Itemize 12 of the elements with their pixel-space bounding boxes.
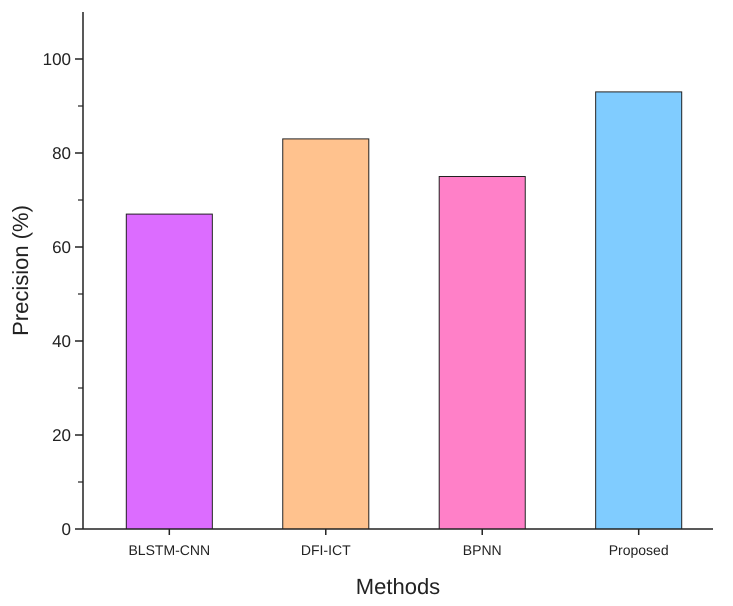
x-tick-label: BLSTM-CNN bbox=[128, 542, 210, 558]
y-tick-label: 60 bbox=[52, 238, 71, 257]
y-tick-label: 20 bbox=[52, 426, 71, 445]
y-axis-title: Precision (%) bbox=[8, 205, 33, 336]
x-tick-label: DFI-ICT bbox=[300, 542, 352, 558]
x-axis-title: Methods bbox=[356, 574, 440, 599]
y-tick-label: 80 bbox=[52, 144, 71, 163]
y-tick-label: 0 bbox=[62, 520, 71, 539]
y-tick-label: 40 bbox=[52, 332, 71, 351]
x-tick-label: BPNN bbox=[462, 542, 502, 558]
y-tick-label: 100 bbox=[42, 50, 71, 69]
x-tick-label: Proposed bbox=[608, 542, 669, 558]
